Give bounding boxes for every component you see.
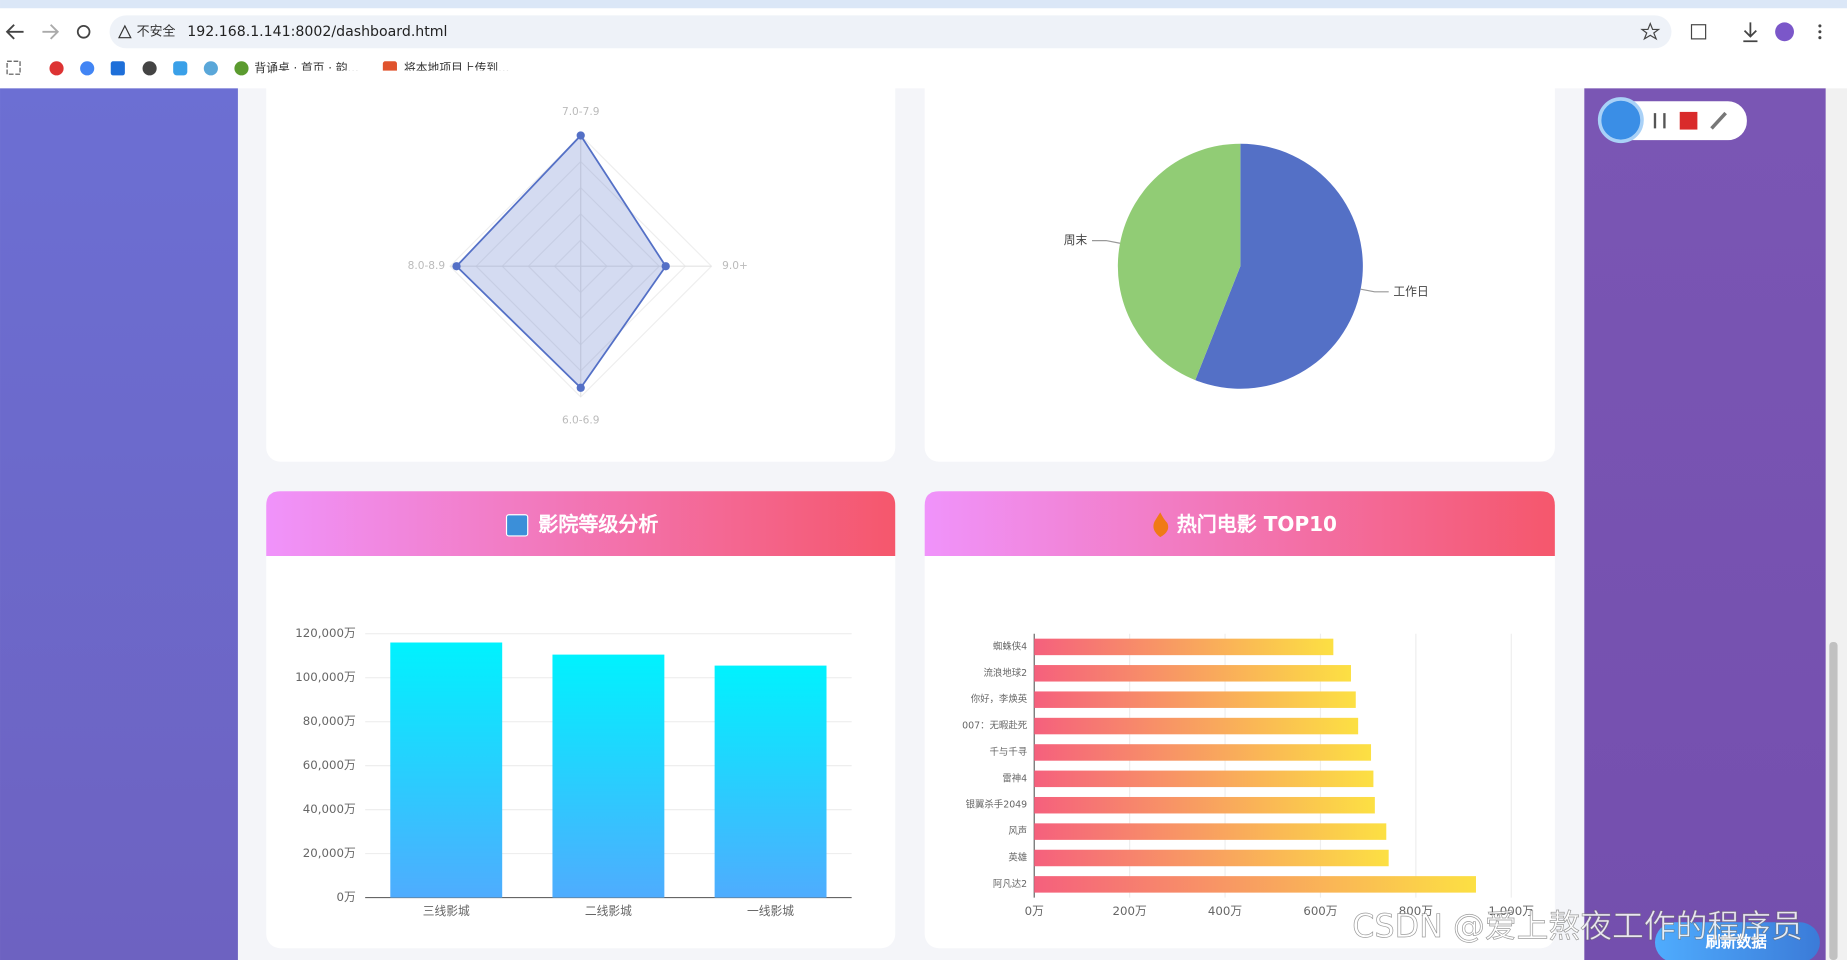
x-tick-label: 1,000万 xyxy=(1489,904,1535,918)
y-tick-label: 雷神4 xyxy=(1002,772,1027,784)
watermark: CSDN @爱上熬夜工作的程序员 xyxy=(1352,908,1803,945)
pie-label: 工作日 xyxy=(1393,284,1428,298)
y-tick-label: 40,000万 xyxy=(303,802,356,816)
radar-indicator: 7.0-7.9 xyxy=(562,106,600,118)
bar xyxy=(1034,691,1356,708)
y-tick-label: 007：无暇赴死 xyxy=(962,720,1028,732)
bar xyxy=(714,665,827,898)
bookmark-icon[interactable] xyxy=(80,61,95,76)
recorder-button[interactable] xyxy=(1597,97,1644,144)
refresh-button[interactable] xyxy=(1654,922,1820,963)
profile-avatar[interactable] xyxy=(1775,22,1794,42)
radar-point xyxy=(576,131,585,140)
address-bar[interactable] xyxy=(109,15,1672,49)
bar xyxy=(1034,876,1476,893)
bar xyxy=(1034,823,1387,840)
page-background xyxy=(1584,88,1826,960)
radar-point xyxy=(576,383,585,392)
fire-icon xyxy=(1153,512,1169,538)
pause-button[interactable] xyxy=(1653,113,1666,129)
bar xyxy=(1034,796,1375,814)
pie-label: 周末 xyxy=(1064,233,1088,247)
card-title: 热门电影 TOP10 xyxy=(1177,512,1337,536)
bar xyxy=(1034,770,1374,788)
y-tick-label: 千与千寻 xyxy=(990,747,1028,758)
x-tick-label: 三线影城 xyxy=(423,904,470,918)
radar-indicator: 9.0+ xyxy=(722,260,748,272)
y-tick-label: 120,000万 xyxy=(295,626,356,640)
y-tick-label: 风声 xyxy=(1008,825,1027,837)
bar xyxy=(1034,665,1351,682)
menu-button[interactable] xyxy=(1818,24,1822,28)
download-button[interactable] xyxy=(1743,22,1758,43)
bookmark-star[interactable] xyxy=(1640,21,1661,41)
x-tick-label: 600万 xyxy=(1303,904,1337,918)
pie-slice xyxy=(1195,143,1363,389)
reload-button[interactable] xyxy=(76,25,91,39)
extensions-button[interactable] xyxy=(1690,24,1707,40)
pie-leader xyxy=(1092,240,1121,244)
warning-icon xyxy=(118,24,132,39)
stop-button[interactable] xyxy=(1679,111,1698,130)
card-header xyxy=(266,491,896,556)
security-label: 不安全 xyxy=(137,23,176,39)
y-tick-label: 英雄 xyxy=(1008,851,1027,863)
bar xyxy=(552,654,665,898)
y-tick-label: 100,000万 xyxy=(295,670,356,684)
refresh-button-label[interactable]: 刷新数据 xyxy=(1706,933,1767,951)
chart-icon xyxy=(505,514,529,537)
menu-button-dot xyxy=(1818,36,1822,40)
y-tick-label: 20,000万 xyxy=(303,846,356,860)
bookmark-icon[interactable] xyxy=(173,61,188,76)
bookmark-icon xyxy=(234,61,249,76)
pie-slice xyxy=(1117,143,1241,381)
bar xyxy=(1034,638,1334,656)
radar-point xyxy=(661,262,670,271)
radar-point xyxy=(452,262,461,271)
y-tick-label: 流浪地球2 xyxy=(984,667,1028,679)
bookmark-icon[interactable] xyxy=(49,61,64,76)
bar xyxy=(1034,717,1359,735)
x-tick-label: 200万 xyxy=(1113,904,1147,918)
bookmark-icon[interactable] xyxy=(110,61,125,76)
bar xyxy=(1034,744,1372,761)
x-tick-label: 400万 xyxy=(1208,904,1242,918)
radar-indicator: 8.0-8.9 xyxy=(408,260,446,272)
y-tick-label: 0万 xyxy=(336,890,355,904)
bookmark-icon[interactable] xyxy=(142,61,157,76)
y-tick-label: 你好，李焕英 xyxy=(971,693,1028,705)
page-background xyxy=(0,88,238,960)
scrollbar-thumb[interactable] xyxy=(1829,641,1838,960)
x-tick-label: 800万 xyxy=(1399,904,1433,918)
y-tick-label: 80,000万 xyxy=(303,714,356,728)
x-tick-label: 一线影城 xyxy=(747,904,794,918)
card-title: 影院等级分析 xyxy=(538,512,658,536)
back-button[interactable] xyxy=(5,24,24,40)
url: 192.168.1.141:8002/dashboard.html xyxy=(187,24,447,40)
bar xyxy=(1034,849,1389,867)
radar-indicator: 6.0-6.9 xyxy=(562,415,600,427)
pie-leader xyxy=(1360,288,1389,293)
y-tick-label: 蜘蛛侠4 xyxy=(993,640,1027,652)
bookmark-icon[interactable] xyxy=(203,61,218,76)
forward-button[interactable] xyxy=(42,24,60,40)
menu-button-dot xyxy=(1818,30,1822,34)
pen-button[interactable] xyxy=(1710,111,1727,130)
y-tick-label: 60,000万 xyxy=(303,758,356,772)
y-tick-label: 银翼杀手2049 xyxy=(966,799,1028,811)
tab-strip xyxy=(0,0,1847,9)
bar xyxy=(390,642,503,898)
x-tick-label: 二线影城 xyxy=(585,904,632,918)
card-header xyxy=(924,491,1555,556)
y-tick-label: 阿凡达2 xyxy=(993,878,1027,890)
x-tick-label: 0万 xyxy=(1025,904,1044,918)
